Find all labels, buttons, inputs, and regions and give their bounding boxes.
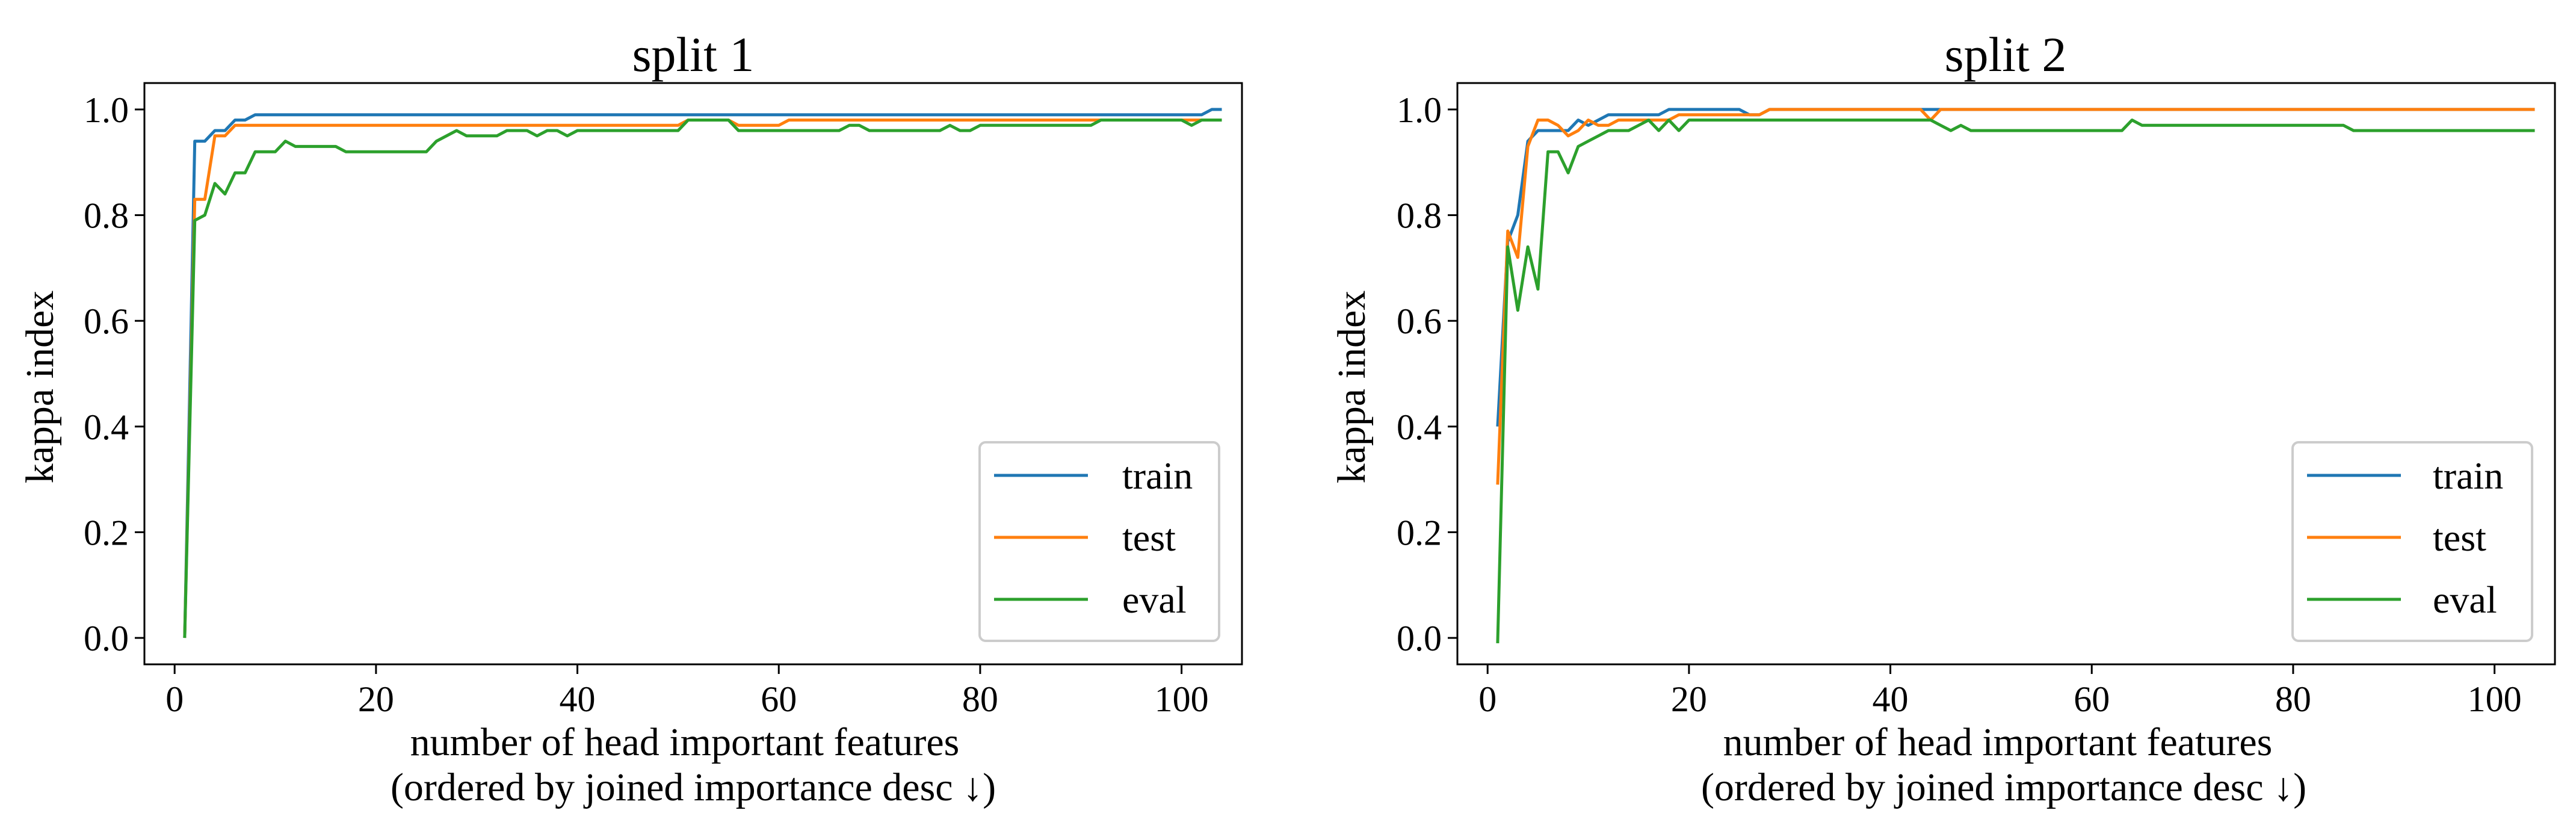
legend-frame [2291, 441, 2533, 642]
series-line-test [1496, 108, 2535, 485]
x-tick-label: 60 [2074, 679, 2110, 719]
y-tick-label: 0.0 [1397, 619, 1442, 658]
y-tick-label: 0.6 [84, 301, 129, 341]
y-axis-label: kappa index [18, 291, 62, 484]
x-axis-label: number of head important features [1723, 720, 2273, 764]
chart-title: split 1 [632, 27, 755, 82]
x-tick-label: 40 [560, 679, 596, 719]
chart-title: split 2 [1945, 27, 2067, 82]
x-tick-label: 60 [761, 679, 797, 719]
legend-frame [978, 441, 1220, 642]
legend-label-eval: eval [1122, 578, 1187, 621]
x-tick-label: 20 [1671, 679, 1707, 719]
y-tick-label: 0.4 [1397, 407, 1442, 447]
y-tick-label: 0.4 [84, 407, 129, 447]
x-axis-sublabel: (ordered by joined importance desc ↓) [391, 765, 996, 809]
x-tick-label: 80 [2275, 679, 2311, 719]
legend: train test eval [2291, 441, 2533, 642]
y-tick-label: 0.8 [1397, 196, 1442, 236]
x-tick-label: 40 [1873, 679, 1909, 719]
legend-label-train: train [2433, 454, 2503, 497]
x-tick-label: 80 [962, 679, 998, 719]
series-line-train [183, 108, 1222, 638]
series-line-test [183, 119, 1222, 638]
x-tick-label: 0 [165, 679, 184, 719]
x-axis-label: number of head important features [410, 720, 960, 764]
legend-label-eval: eval [2433, 578, 2497, 621]
y-tick-label: 0.6 [1397, 301, 1442, 341]
series-line-eval [1496, 119, 2535, 643]
x-axis-sublabel: (ordered by joined importance desc ↓) [1701, 765, 2306, 809]
chart-panel-split-1: split 1 kappa index number of head impor… [18, 27, 1243, 809]
y-tick-label: 1.0 [84, 90, 129, 130]
axes-frame [1456, 82, 2556, 666]
legend-label-test: test [1122, 516, 1176, 559]
y-axis-label: kappa index [1330, 291, 1374, 484]
axes-frame [143, 82, 1243, 666]
y-tick-label: 0.8 [84, 196, 129, 236]
series-line-eval [183, 119, 1222, 638]
x-tick-label: 0 [1478, 679, 1496, 719]
plot-area: 0 20 40 60 80 100 0.0 0.2 0.4 0.6 0.8 1.0 [1397, 82, 2556, 719]
plot-area: 0 20 40 60 80 100 0.0 0.2 0.4 0.6 0.8 1.0 [84, 82, 1243, 719]
x-tick-label: 100 [1155, 679, 1209, 719]
chart-panel-split-2: split 2 kappa index number of head impor… [1330, 27, 2556, 809]
x-tick-label: 20 [358, 679, 394, 719]
legend: train test eval [978, 441, 1220, 642]
legend-label-train: train [1122, 454, 1193, 497]
x-tick-label: 100 [2468, 679, 2522, 719]
y-tick-label: 0.2 [1397, 513, 1442, 552]
y-tick-label: 0.2 [84, 513, 129, 552]
y-tick-label: 0.0 [84, 619, 129, 658]
y-tick-label: 1.0 [1397, 90, 1442, 130]
legend-label-test: test [2433, 516, 2486, 559]
